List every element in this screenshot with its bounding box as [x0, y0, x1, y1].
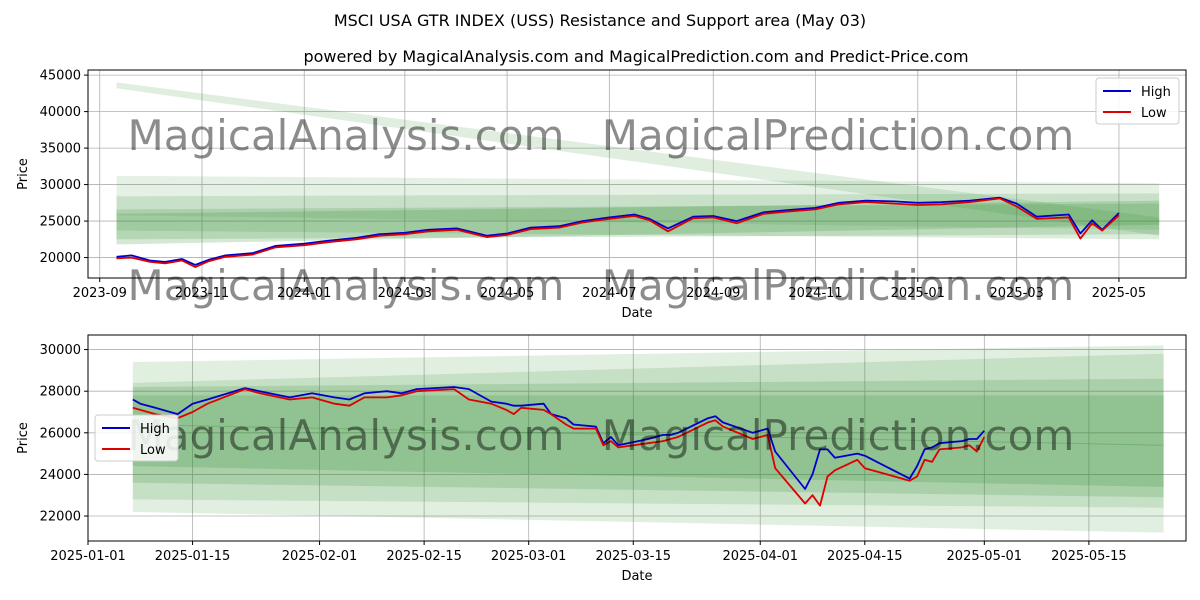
x-tick-label: 2025-04-15 [827, 549, 903, 564]
plot-area [116, 82, 1160, 268]
y-tick-label: 35000 [40, 142, 81, 157]
x-tick-label: 2023-11 [175, 286, 229, 301]
band-5 [132, 423, 1164, 446]
axes-frame [87, 69, 1187, 279]
x-tick-label: 2025-01-15 [155, 549, 231, 564]
x-tick-label: 2025-05-01 [947, 549, 1023, 564]
x-tick-label: 2024-07 [582, 286, 636, 301]
x-tick-label: 2024-09 [686, 286, 740, 301]
y-axis-label: Price [16, 422, 31, 454]
legend-label-high: High [140, 422, 170, 437]
legend-label-high: High [1141, 85, 1171, 100]
y-axis-label: Price [16, 158, 31, 190]
x-tick-label: 2024-01 [277, 286, 331, 301]
x-tick-label: 2025-02-15 [386, 549, 462, 564]
x-tick-label: 2025-03-01 [491, 549, 567, 564]
legend: High Low [1095, 77, 1180, 125]
legend-label-low: Low [1141, 106, 1167, 121]
x-tick-label: 2024-03 [378, 286, 432, 301]
x-tick-label: 2024-11 [788, 286, 842, 301]
watermark: MagicalAnalysis.com [128, 411, 565, 460]
x-tick-label: 2025-01 [891, 286, 945, 301]
x-tick-label: 2023-09 [73, 286, 127, 301]
x-tick-label: 2024-05 [480, 286, 534, 301]
watermark: MagicalAnalysis.com [128, 111, 565, 160]
series-line-high [132, 386, 985, 490]
band-2 [116, 175, 1160, 230]
watermark: MagicalAnalysis.com [128, 261, 565, 310]
subplot-2: MagicalAnalysis.com MagicalPrediction.com… [16, 334, 1187, 584]
axes-frame [87, 334, 1187, 542]
series-line-low [132, 388, 986, 507]
watermark: MagicalPrediction.com [602, 261, 1075, 310]
figure-subtitle: powered by MagicalAnalysis.com and Magic… [303, 47, 968, 66]
x-tick-label: 2025-05 [1092, 286, 1146, 301]
band-4 [116, 203, 1160, 240]
x-axis-label: Date [621, 569, 652, 584]
y-tick-label: 28000 [40, 385, 81, 400]
band-3 [132, 378, 1164, 498]
series-line-low [116, 197, 1120, 268]
x-tick-label: 2025-03-15 [595, 549, 671, 564]
watermark: MagicalPrediction.com [602, 111, 1075, 160]
y-tick-label: 22000 [40, 510, 81, 525]
x-tick-label: 2025-01-01 [50, 549, 126, 564]
y-tick-label: 40000 [40, 105, 81, 120]
x-tick-label: 2025-02-01 [282, 549, 358, 564]
band-5 [116, 200, 1160, 245]
y-tick-label: 30000 [40, 178, 81, 193]
watermark: MagicalPrediction.com [602, 411, 1075, 460]
x-tick-label: 2025-03 [990, 286, 1044, 301]
x-axis-label: Date [621, 306, 652, 321]
y-tick-label: 20000 [40, 251, 81, 266]
band-1 [116, 82, 1160, 236]
plots: MagicalAnalysis.com MagicalPrediction.com… [16, 69, 1187, 584]
plot-area [132, 345, 1164, 533]
x-tick-label: 2025-04-01 [722, 549, 798, 564]
y-tick-label: 26000 [40, 426, 81, 441]
legend: High Low [94, 414, 179, 462]
series-line-high [116, 196, 1120, 266]
y-tick-label: 25000 [40, 215, 81, 230]
y-tick-label: 24000 [40, 468, 81, 483]
subplot-1: MagicalAnalysis.com MagicalPrediction.com… [16, 69, 1187, 321]
figure-title: MSCI USA GTR INDEX (USS) Resistance and … [334, 11, 866, 30]
band-4 [132, 395, 1164, 487]
y-tick-label: 45000 [40, 69, 81, 84]
legend-label-low: Low [140, 443, 166, 458]
x-tick-label: 2025-05-15 [1051, 549, 1127, 564]
y-tick-label: 30000 [40, 343, 81, 358]
